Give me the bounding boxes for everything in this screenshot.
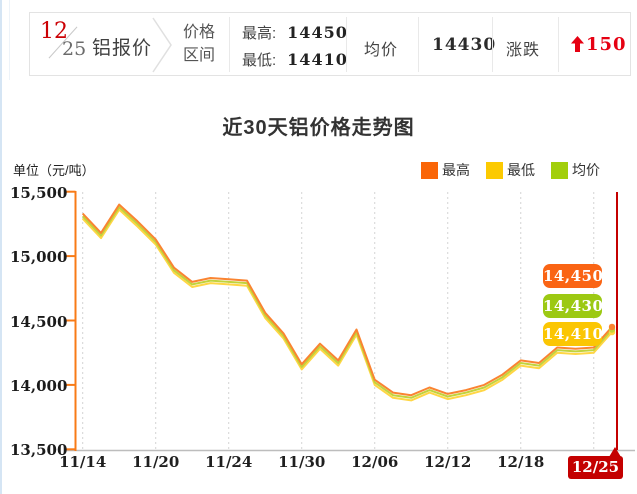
divider — [492, 17, 493, 72]
legend-swatch-avg — [551, 161, 568, 179]
up-arrow-icon — [571, 36, 584, 52]
latest-high-price-badge: 14,450 — [543, 264, 603, 288]
current-date-badge-label: 12/25 — [571, 458, 620, 476]
change-value: 150 — [586, 34, 627, 55]
x-axis-tick-label: 11/14 — [59, 453, 107, 471]
chart-legend: 最高 最低 均价 — [421, 160, 600, 180]
current-date-badge: 12/25 — [568, 447, 623, 479]
x-axis-tick-label: 11/20 — [132, 453, 180, 471]
y-axis-tick-label: 13,500 — [10, 441, 68, 460]
legend-label-avg: 均价 — [572, 162, 600, 178]
x-axis-tick-label: 12/18 — [497, 453, 545, 471]
legend-item-low: 最低 — [486, 160, 535, 180]
legend-label-low: 最低 — [507, 162, 535, 178]
page-left-edge — [0, 0, 2, 494]
legend-item-avg: 均价 — [551, 160, 600, 180]
page-left-edge-inner — [9, 0, 10, 80]
divider — [346, 17, 347, 72]
quote-bar: 12 25 铝报价 价格 区间 最高: 14450 最低: 14410 均价 144… — [29, 12, 631, 76]
change-cell: 150 — [571, 34, 627, 55]
latest-average-price-badge: 14,430 — [543, 294, 603, 318]
high-price-row: 最高: 14450 — [242, 22, 348, 43]
product-tab-aluminum[interactable]: 铝报价 — [92, 38, 153, 59]
legend-swatch-high — [421, 161, 438, 179]
low-price-value: 14410 — [287, 50, 348, 69]
change-label: 涨跌 — [506, 42, 541, 59]
high-price-value: 14450 — [287, 23, 348, 42]
chart-title: 近30天铝价格走势图 — [222, 117, 415, 139]
legend-label-high: 最高 — [442, 162, 470, 178]
y-axis-tick-label: 14,000 — [10, 376, 68, 395]
legend-item-high: 最高 — [421, 160, 470, 180]
badge-pointer-up-icon — [609, 447, 621, 457]
price-range-label-line2: 区间 — [183, 47, 216, 64]
divider — [229, 17, 230, 72]
quote-date-day: 25 — [62, 38, 87, 60]
series-end-dot-最高 — [608, 323, 616, 331]
legend-swatch-low — [486, 161, 503, 179]
average-price-value: 14430 — [432, 35, 497, 55]
divider — [558, 17, 559, 72]
series-line-均价 — [81, 206, 613, 399]
high-price-label: 最高: — [242, 25, 277, 42]
chevron-right-icon — [151, 16, 173, 79]
average-price-label: 均价 — [364, 42, 399, 59]
y-axis-tick-label: 14,500 — [10, 312, 68, 331]
low-price-label: 最低: — [242, 52, 277, 69]
x-axis-tick-label: 11/30 — [278, 453, 326, 471]
series-line-最低 — [81, 208, 613, 402]
x-axis-tick-label: 12/12 — [424, 453, 472, 471]
y-axis-tick-label: 15,500 — [10, 183, 68, 202]
x-axis-tick-label: 11/24 — [205, 453, 253, 471]
latest-low-price-badge: 14,410 — [543, 322, 603, 346]
series-line-最高 — [81, 203, 613, 397]
price-range-label: 价格 区间 — [183, 21, 215, 67]
x-axis-tick-label: 12/06 — [351, 453, 399, 471]
price-range-label-line1: 价格 — [183, 24, 216, 41]
divider — [418, 17, 419, 72]
low-price-row: 最低: 14410 — [242, 49, 348, 70]
y-axis-unit-label: 单位（元/吨） — [13, 163, 95, 178]
y-axis-tick-label: 15,000 — [10, 248, 68, 267]
